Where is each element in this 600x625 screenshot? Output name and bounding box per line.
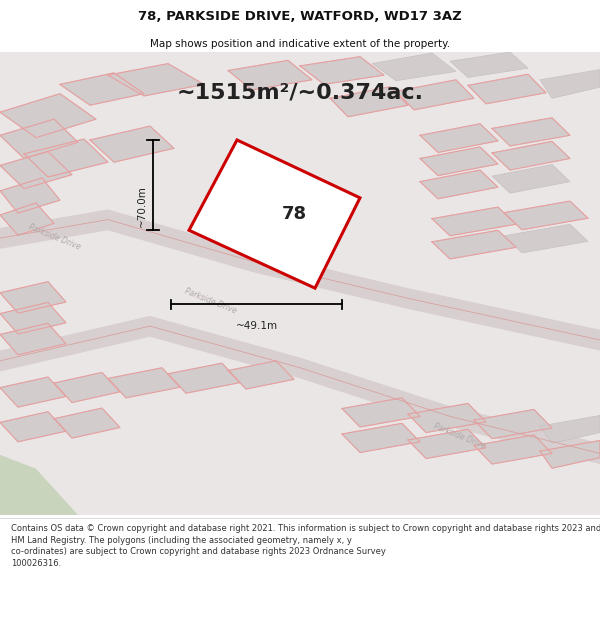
- Polygon shape: [54, 408, 120, 438]
- Text: Parkside Drive: Parkside Drive: [432, 422, 487, 451]
- Text: Parkside Drive: Parkside Drive: [183, 287, 238, 316]
- Polygon shape: [0, 209, 600, 351]
- Polygon shape: [300, 57, 384, 84]
- Polygon shape: [90, 126, 174, 162]
- Polygon shape: [0, 94, 96, 138]
- Text: 78: 78: [281, 205, 307, 223]
- Polygon shape: [342, 398, 420, 427]
- Polygon shape: [474, 409, 552, 439]
- Polygon shape: [408, 403, 486, 432]
- Text: ~49.1m: ~49.1m: [235, 321, 278, 331]
- Polygon shape: [408, 429, 486, 459]
- Polygon shape: [0, 282, 66, 313]
- Polygon shape: [54, 372, 120, 402]
- Polygon shape: [474, 435, 552, 464]
- Polygon shape: [0, 412, 66, 442]
- Polygon shape: [420, 124, 498, 152]
- Text: Map shows position and indicative extent of the property.: Map shows position and indicative extent…: [150, 39, 450, 49]
- Polygon shape: [492, 164, 570, 193]
- Text: ~1515m²/~0.374ac.: ~1515m²/~0.374ac.: [176, 82, 424, 102]
- Polygon shape: [372, 53, 456, 81]
- Polygon shape: [342, 423, 420, 452]
- Polygon shape: [504, 201, 588, 230]
- Polygon shape: [24, 139, 108, 177]
- Polygon shape: [189, 140, 360, 288]
- Polygon shape: [0, 377, 66, 407]
- Polygon shape: [0, 151, 72, 189]
- Polygon shape: [420, 147, 498, 176]
- Polygon shape: [0, 323, 66, 355]
- Text: ~70.0m: ~70.0m: [137, 185, 147, 227]
- Polygon shape: [450, 52, 528, 78]
- Polygon shape: [432, 230, 516, 259]
- Polygon shape: [396, 80, 474, 110]
- Polygon shape: [330, 87, 408, 117]
- Polygon shape: [492, 118, 570, 146]
- Polygon shape: [0, 455, 78, 515]
- Polygon shape: [228, 61, 312, 90]
- Polygon shape: [0, 203, 54, 236]
- Polygon shape: [432, 207, 516, 236]
- Polygon shape: [168, 363, 240, 393]
- Polygon shape: [0, 316, 600, 464]
- Polygon shape: [0, 302, 66, 334]
- Polygon shape: [60, 73, 144, 105]
- Polygon shape: [540, 416, 600, 443]
- Polygon shape: [540, 441, 600, 468]
- Polygon shape: [492, 141, 570, 170]
- Polygon shape: [468, 74, 546, 104]
- Text: Contains OS data © Crown copyright and database right 2021. This information is : Contains OS data © Crown copyright and d…: [11, 524, 600, 568]
- Polygon shape: [420, 170, 498, 199]
- Polygon shape: [0, 178, 60, 213]
- Polygon shape: [228, 361, 294, 389]
- Polygon shape: [0, 52, 600, 515]
- Polygon shape: [540, 69, 600, 98]
- Text: Parkside Drive: Parkside Drive: [27, 222, 82, 252]
- Text: 78, PARKSIDE DRIVE, WATFORD, WD17 3AZ: 78, PARKSIDE DRIVE, WATFORD, WD17 3AZ: [138, 11, 462, 23]
- Polygon shape: [504, 224, 588, 253]
- Polygon shape: [0, 119, 78, 159]
- Polygon shape: [108, 64, 204, 96]
- Polygon shape: [108, 368, 180, 398]
